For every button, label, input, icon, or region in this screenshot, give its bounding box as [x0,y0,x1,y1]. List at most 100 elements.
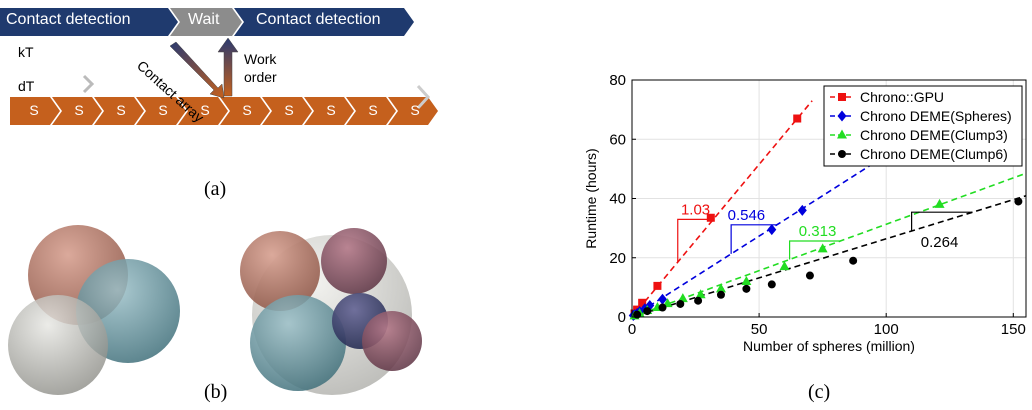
dt-step-chevron [52,97,102,125]
clump6-sphere-mauve-top [321,228,387,294]
contact-array-arrow [169,41,225,99]
dt-step-label: S [410,102,420,118]
clump6-sphere-teal [250,295,346,391]
data-point [706,213,715,222]
work-order-arrow [217,37,239,97]
data-point [805,271,814,280]
panel-c-chart: 1.03 0.546 0.313 0.264 0 50 100 150 0 20 40 60 80 C… [560,0,1032,410]
x-tick-label: 0 [628,321,636,338]
legend-entry-label: Chrono DEME(Spheres) [860,108,1012,124]
data-point [1014,197,1023,206]
chart-slope-annotations: 1.03 0.546 0.313 0.264 [677,201,973,263]
dt-step-chevron [178,97,228,125]
data-point [715,283,726,293]
clump-illustration [8,225,422,395]
data-point [643,307,652,316]
chart-markers [628,114,1023,322]
dt-step-chevron [136,97,186,125]
data-point [767,224,777,236]
data-point [677,293,688,303]
data-point [695,289,706,299]
fit-line [631,195,1027,318]
y-axis-label: Runtime (hours) [583,148,599,248]
legend-marker [837,110,847,122]
kt-segment-label-wait: Wait [188,11,220,28]
x-tick-label: 100 [874,321,899,338]
y-tick-label: 60 [609,131,626,148]
data-point [797,204,807,216]
dt-step-chevron [10,97,60,125]
data-point [793,114,802,123]
data-point [741,275,752,285]
data-point [694,296,703,305]
legend-marker [838,150,846,158]
panel-b-clumps: (b) [0,215,440,410]
ghost-chevron-1 [82,74,95,94]
caption-c: (c) [808,381,831,403]
dt-step-label: S [284,102,294,118]
x-tick-label: 150 [1001,321,1026,338]
dt-chevron-row [10,97,438,125]
caption-a: (a) [204,178,227,200]
data-point [849,256,858,265]
slope-label: 0.313 [799,223,837,240]
legend-box [823,85,1023,167]
y-tick-label: 40 [609,191,626,208]
legend-entry-label: Chrono DEME(Clump3) [860,127,1008,143]
legend-entry-label: Chrono DEME(Clump6) [860,146,1008,162]
data-point [653,281,662,290]
data-point [934,198,945,208]
data-point [817,243,828,253]
slope-triangle [730,224,777,254]
runtime-chart: 1.03 0.546 0.313 0.264 0 50 100 150 0 20 40 60 80 C… [583,72,1027,354]
dt-step-label: S [200,102,210,118]
legend-marker [837,129,847,139]
dt-step-label: S [326,102,336,118]
y-tick-label: 80 [609,72,626,89]
kt-segment-label-1: Contact detection [6,11,131,28]
dt-step-label: S [29,102,39,118]
dt-step-chevron [346,97,396,125]
data-point [779,261,790,271]
data-point [767,280,776,289]
dt-step-chevron [304,97,354,125]
slope-triangle [677,218,714,263]
data-point [638,298,647,307]
clump6-sphere-mauve-right [362,311,422,371]
chart-ticks: 0 50 100 150 0 20 40 60 80 [609,72,1025,338]
kt-segment-label-2: Contact detection [256,11,381,28]
x-tick-label: 50 [751,321,768,338]
dt-step-chevron [94,97,144,125]
x-axis-label: Number of spheres (million) [743,338,915,354]
slope-label: 0.546 [728,207,766,224]
data-point [716,290,725,299]
dt-label: dT [18,78,35,94]
y-tick-label: 20 [609,250,626,267]
data-point [742,284,751,293]
dt-step-label: S [368,102,378,118]
caption-b: (b) [204,381,228,403]
ghost-chevron-2 [416,84,431,110]
legend-marker [838,93,846,101]
legend-entry-label: Chrono::GPU [860,89,944,105]
kt-segment-wait [170,8,242,36]
clump3-sphere-gray [8,295,108,395]
fit-line [631,100,813,318]
data-point [658,293,668,305]
slope-label: 1.03 [681,201,710,218]
kt-segment-contact-detection-1 [0,8,178,36]
dt-step-chevron [388,97,438,125]
dt-step-label: S [158,102,168,118]
y-tick-label: 0 [618,309,626,326]
dt-step-label: S [116,102,126,118]
dt-step-chevron [262,97,312,125]
kt-segment-contact-detection-2 [234,8,414,36]
slope-triangle [911,211,973,231]
kt-label: kT [18,44,34,60]
slope-triangle [789,240,841,260]
dt-step-label: S [74,102,84,118]
data-point [676,299,685,308]
slope-label: 0.264 [921,234,959,251]
work-order-label: Work order [244,51,277,85]
